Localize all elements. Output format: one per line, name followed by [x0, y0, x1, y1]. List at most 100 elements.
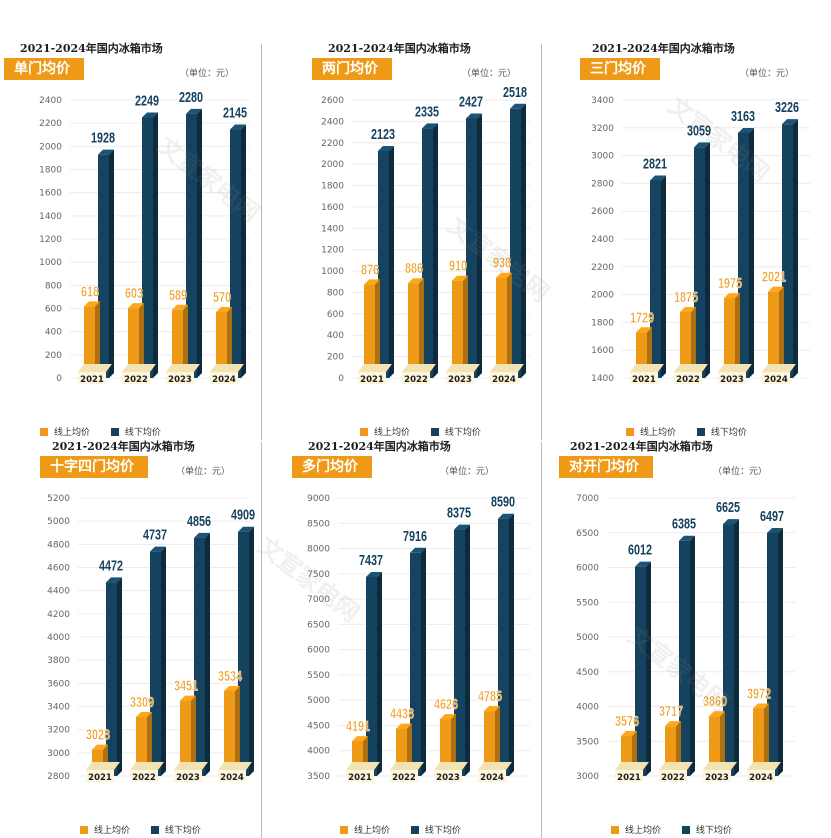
- online-bar-top: [408, 278, 424, 284]
- offline-value-label: 2335: [415, 103, 439, 120]
- online-bar-side: [375, 279, 380, 378]
- y-tick-label: 3000: [576, 772, 599, 782]
- y-tick-label: 2400: [39, 96, 62, 106]
- year-plinth-top: [166, 364, 200, 372]
- y-tick-label: 9000: [307, 494, 330, 504]
- year-plinth-top: [346, 762, 380, 770]
- year-plinth: [674, 372, 702, 384]
- online-bar-side: [451, 714, 456, 776]
- offline-bar: [410, 552, 421, 776]
- y-tick-label: 6000: [307, 646, 330, 656]
- year-plinth: [218, 770, 246, 782]
- chart-title: 2021-2024年国内冰箱市场: [20, 42, 163, 55]
- offline-value-label: 2145: [223, 104, 247, 121]
- online-bar: [452, 280, 463, 378]
- x-tick-label: 2024: [220, 773, 244, 783]
- unit-label: （单位：元）: [440, 467, 495, 477]
- online-bar: [172, 309, 183, 378]
- online-bar: [128, 308, 139, 378]
- y-tick-label: 3600: [47, 679, 70, 689]
- online-bar-top: [621, 730, 637, 736]
- offline-value-label: 4472: [99, 557, 123, 574]
- y-tick-label: 0: [56, 374, 62, 384]
- y-tick-label: 6500: [576, 529, 599, 539]
- offline-bar-side: [433, 123, 438, 378]
- x-tick-label: 2022: [132, 773, 156, 783]
- offline-bar-side: [117, 577, 122, 776]
- online-bar-top: [440, 714, 456, 720]
- online-value-label: 570: [213, 288, 231, 305]
- x-tick-label: 2023: [176, 773, 200, 783]
- offline-bar-side: [521, 103, 526, 378]
- y-tick-label: 4500: [576, 668, 599, 678]
- online-value-label: 1975: [718, 274, 742, 291]
- online-value-label: 618: [81, 283, 99, 300]
- offline-bar-side: [749, 127, 754, 379]
- y-tick-label: 5200: [47, 494, 70, 504]
- online-bar-top: [768, 286, 784, 292]
- online-bar-side: [227, 306, 232, 378]
- y-tick-label: 2200: [591, 263, 614, 273]
- x-tick-label: 2024: [764, 375, 788, 385]
- year-plinth: [402, 372, 430, 384]
- year-plinth: [630, 372, 658, 384]
- y-tick-label: 3500: [576, 737, 599, 747]
- y-tick-label: 2800: [47, 772, 70, 782]
- bar-chart: 3500 4000 4500 5000 5500 6000 6500 7000 7500 8000…: [307, 493, 530, 783]
- y-tick-label: 3200: [591, 124, 614, 134]
- offline-value-label: 3163: [731, 107, 755, 124]
- offline-value-label: 8375: [447, 504, 471, 521]
- y-tick-label: 800: [45, 281, 62, 291]
- y-tick-label: 2600: [321, 96, 344, 106]
- offline-bar-side: [249, 526, 254, 776]
- online-bar: [136, 717, 147, 776]
- offline-bar: [510, 108, 521, 378]
- unit-label: （单位：元）: [740, 69, 795, 79]
- bar-chart: 0 200 400 600 800 1000 1200 1400 1600 1800 2000 220…: [321, 83, 530, 385]
- online-value-label: 1875: [674, 288, 698, 305]
- y-tick-label: 8500: [307, 519, 330, 529]
- legend-online: 线上均价: [40, 425, 90, 438]
- y-tick-label: 1200: [39, 235, 62, 245]
- bar-chart: 3000 3500 4000 4500 5000 5500 6000 6500 7000 6012…: [576, 494, 795, 783]
- offline-bar-top: [694, 142, 710, 148]
- year-plinth-top: [747, 762, 781, 770]
- online-bar-top: [352, 736, 368, 742]
- y-tick-label: 0: [338, 374, 344, 384]
- x-tick-label: 2024: [212, 375, 236, 385]
- online-bar-top: [172, 304, 188, 310]
- y-tick-label: 1400: [591, 374, 614, 384]
- x-tick-label: 2022: [392, 773, 416, 783]
- online-bar: [408, 283, 419, 378]
- chart-panel-three-door: 2021-2024年国内冰箱市场 三门均价 （单位：元） 1400 1600 180…: [560, 40, 822, 440]
- year-plinth-top: [490, 364, 524, 372]
- y-tick-label: 5000: [307, 696, 330, 706]
- online-bar-top: [92, 744, 108, 750]
- chart-subtitle-banner: 对开门均价: [559, 456, 653, 478]
- offline-bar-top: [98, 149, 114, 155]
- y-tick-label: 5000: [576, 633, 599, 643]
- y-tick-label: 7000: [576, 494, 599, 504]
- unit-label: （单位：元）: [462, 69, 517, 79]
- y-tick-label: 1200: [321, 246, 344, 256]
- offline-value-label: 6625: [716, 498, 740, 515]
- offline-bar-side: [509, 513, 514, 776]
- offline-bar-side: [465, 524, 470, 776]
- online-bar-side: [183, 304, 188, 378]
- x-tick-label: 2023: [448, 375, 472, 385]
- online-bar-side: [235, 685, 240, 776]
- offline-value-label: 2821: [643, 155, 667, 172]
- year-plinth: [478, 770, 506, 782]
- online-bar-top: [709, 711, 725, 717]
- online-bar-top: [753, 703, 769, 709]
- year-plinth-top: [659, 762, 693, 770]
- y-tick-label: 2400: [591, 235, 614, 245]
- y-tick-label: 2600: [591, 207, 614, 217]
- bar-chart: 0 200 400 600 800 1000 1200 1400 1600 1800 2000 220…: [39, 88, 250, 385]
- offline-value-label: 2427: [459, 93, 483, 110]
- online-value-label: 2021: [762, 268, 786, 285]
- online-value-label: 4438: [390, 705, 414, 722]
- offline-bar-top: [366, 572, 382, 578]
- offline-bar-top: [378, 146, 394, 152]
- offline-value-label: 6497: [760, 507, 784, 524]
